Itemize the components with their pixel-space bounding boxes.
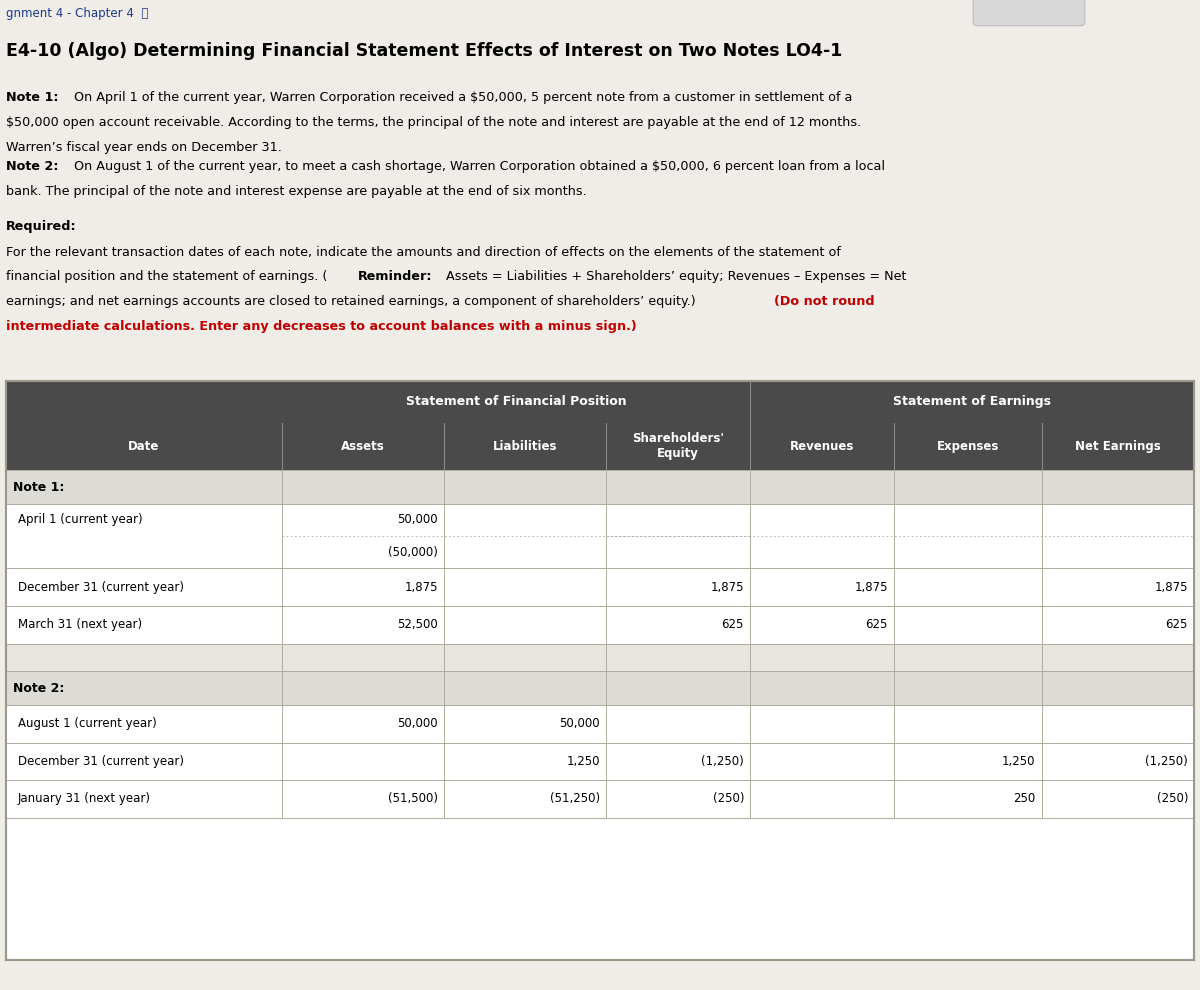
Text: On April 1 of the current year, Warren Corporation received a $50,000, 5 percent: On April 1 of the current year, Warren C…	[74, 91, 853, 104]
Text: 1,250: 1,250	[566, 754, 600, 768]
Text: 1,875: 1,875	[1154, 580, 1188, 594]
Text: Warren’s fiscal year ends on December 31.: Warren’s fiscal year ends on December 31…	[6, 141, 282, 153]
Text: Shareholders'
Equity: Shareholders' Equity	[632, 433, 724, 460]
Text: 50,000: 50,000	[397, 717, 438, 731]
Text: E4-10 (Algo) Determining Financial Statement Effects of Interest on Two Notes LO: E4-10 (Algo) Determining Financial State…	[6, 42, 842, 59]
Text: Reminder:: Reminder:	[358, 270, 432, 283]
FancyBboxPatch shape	[6, 568, 1194, 606]
Text: Saved: Saved	[1013, 12, 1046, 22]
Text: Date: Date	[128, 440, 160, 453]
Text: 625: 625	[1165, 618, 1188, 632]
Text: Statement of Financial Position: Statement of Financial Position	[406, 395, 626, 409]
Text: Assets = Liabilities + Shareholders’ equity; Revenues – Expenses = Net: Assets = Liabilities + Shareholders’ equ…	[442, 270, 906, 283]
Text: April 1 (current year): April 1 (current year)	[18, 514, 143, 527]
Text: Note 1:: Note 1:	[6, 91, 59, 104]
Text: 50,000: 50,000	[559, 717, 600, 731]
FancyBboxPatch shape	[6, 742, 1194, 780]
Text: 625: 625	[721, 618, 744, 632]
FancyBboxPatch shape	[6, 504, 1194, 568]
Text: Assets: Assets	[341, 440, 385, 453]
FancyBboxPatch shape	[6, 705, 1194, 742]
FancyBboxPatch shape	[6, 423, 1194, 470]
Text: (1,250): (1,250)	[701, 754, 744, 768]
Text: Required:: Required:	[6, 220, 77, 233]
Text: intermediate calculations. Enter any decreases to account balances with a minus : intermediate calculations. Enter any dec…	[6, 320, 637, 333]
Text: bank. The principal of the note and interest expense are payable at the end of s: bank. The principal of the note and inte…	[6, 185, 587, 198]
Text: For the relevant transaction dates of each note, indicate the amounts and direct: For the relevant transaction dates of ea…	[6, 246, 841, 258]
Text: 1,250: 1,250	[1002, 754, 1036, 768]
FancyBboxPatch shape	[6, 671, 1194, 705]
Text: January 31 (next year): January 31 (next year)	[18, 792, 151, 806]
FancyBboxPatch shape	[6, 381, 1194, 960]
Text: December 31 (current year): December 31 (current year)	[18, 754, 184, 768]
Text: 52,500: 52,500	[397, 618, 438, 632]
Text: 250: 250	[1013, 792, 1036, 806]
FancyBboxPatch shape	[6, 381, 1194, 423]
Text: Note 1:: Note 1:	[13, 480, 65, 494]
Text: Net Earnings: Net Earnings	[1075, 440, 1160, 453]
Text: Statement of Earnings: Statement of Earnings	[893, 395, 1051, 409]
Text: (250): (250)	[713, 792, 744, 806]
Text: 1,875: 1,875	[854, 580, 888, 594]
Text: earnings; and net earnings accounts are closed to retained earnings, a component: earnings; and net earnings accounts are …	[6, 295, 700, 308]
Text: Liabilities: Liabilities	[493, 440, 557, 453]
Text: (51,500): (51,500)	[388, 792, 438, 806]
Text: Expenses: Expenses	[937, 440, 998, 453]
Text: March 31 (next year): March 31 (next year)	[18, 618, 142, 632]
Text: Revenues: Revenues	[790, 440, 854, 453]
Text: 1,875: 1,875	[404, 580, 438, 594]
Text: (250): (250)	[1157, 792, 1188, 806]
FancyBboxPatch shape	[973, 0, 1085, 26]
Text: gnment 4 - Chapter 4  ⓘ: gnment 4 - Chapter 4 ⓘ	[6, 7, 149, 20]
Text: December 31 (current year): December 31 (current year)	[18, 580, 184, 594]
Text: (51,250): (51,250)	[550, 792, 600, 806]
Text: 1,875: 1,875	[710, 580, 744, 594]
Text: (1,250): (1,250)	[1145, 754, 1188, 768]
Text: August 1 (current year): August 1 (current year)	[18, 717, 157, 731]
Text: $50,000 open account receivable. According to the terms, the principal of the no: $50,000 open account receivable. Accordi…	[6, 116, 862, 129]
Text: (Do not round: (Do not round	[774, 295, 875, 308]
FancyBboxPatch shape	[6, 644, 1194, 671]
Text: (50,000): (50,000)	[388, 545, 438, 558]
Text: 50,000: 50,000	[397, 514, 438, 527]
FancyBboxPatch shape	[6, 780, 1194, 818]
Text: Note 2:: Note 2:	[13, 681, 65, 695]
Text: financial position and the statement of earnings. (: financial position and the statement of …	[6, 270, 328, 283]
Text: Note 2:: Note 2:	[6, 160, 59, 173]
FancyBboxPatch shape	[6, 470, 1194, 504]
FancyBboxPatch shape	[6, 606, 1194, 644]
Text: 625: 625	[865, 618, 888, 632]
Text: On August 1 of the current year, to meet a cash shortage, Warren Corporation obt: On August 1 of the current year, to meet…	[74, 160, 886, 173]
